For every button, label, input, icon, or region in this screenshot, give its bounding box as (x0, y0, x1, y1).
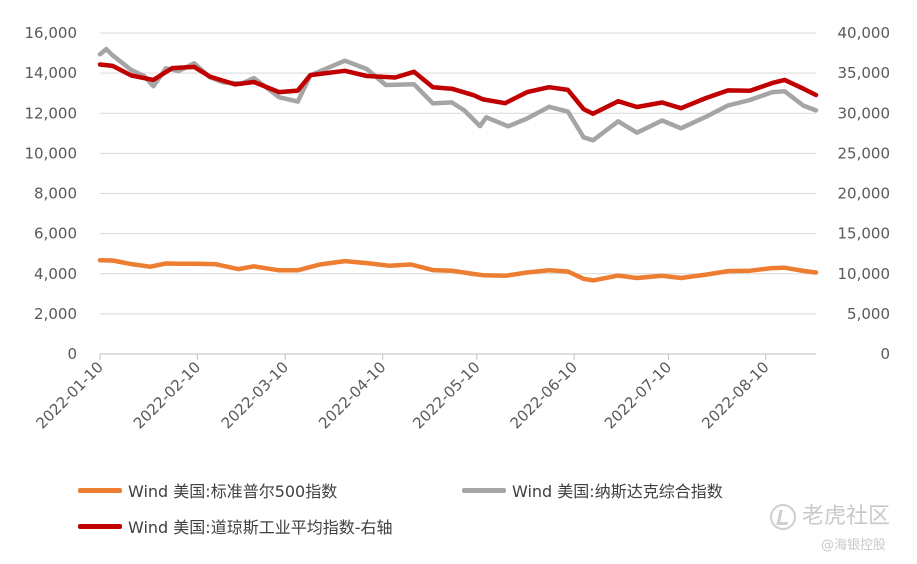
y-left-tick-label: 6,000 (34, 225, 77, 243)
y-right-tick-label: 10,000 (838, 265, 891, 283)
y-right-tick-label: 15,000 (838, 225, 891, 243)
tiger-logo-icon (770, 504, 796, 530)
watermark-brand-text: 老虎社区 (802, 504, 891, 529)
legend-swatch-sp500 (78, 487, 122, 493)
x-tick-label: 2022-05-10 (409, 358, 483, 432)
x-tick-label: 2022-06-10 (507, 358, 581, 432)
legend-item-dow: Wind 美国:道琼斯工业平均指数-右轴 (78, 514, 392, 538)
left-y-axis-ticks: 0 2,000 4,000 6,000 8,000 10,000 12,000 14,000 1… (25, 24, 78, 363)
right-y-axis-ticks: 0 5,000 10,000 15,000 20,000 25,000 30,000 35,0… (838, 24, 891, 363)
x-tick-label: 2022-04-10 (315, 358, 389, 432)
y-right-tick-label: 30,000 (838, 104, 891, 122)
legend-label-nasdaq: Wind 美国:纳斯达克综合指数 (512, 482, 723, 501)
y-right-tick-label: 0 (880, 345, 890, 363)
y-left-tick-label: 2,000 (34, 305, 77, 323)
y-left-tick-label: 14,000 (25, 64, 78, 82)
y-left-tick-label: 8,000 (34, 185, 77, 203)
x-tick-label: 2022-01-10 (32, 358, 106, 432)
y-left-tick-label: 12,000 (25, 104, 78, 122)
y-right-tick-label: 20,000 (838, 185, 891, 203)
x-tick-label: 2022-03-10 (218, 358, 292, 432)
series-line-dow (97, 62, 819, 117)
legend-item-nasdaq: Wind 美国:纳斯达克综合指数 (462, 478, 723, 502)
legend-swatch-nasdaq (462, 487, 506, 493)
y-left-tick-label: 16,000 (25, 24, 78, 42)
legend-label-dow: Wind 美国:道琼斯工业平均指数-右轴 (128, 518, 393, 537)
legend-label-sp500: Wind 美国:标准普尔500指数 (128, 482, 338, 501)
y-right-tick-label: 35,000 (838, 64, 891, 82)
series-lines (97, 46, 819, 283)
y-right-tick-label: 25,000 (838, 144, 891, 162)
legend-swatch-dow (78, 523, 122, 529)
x-tick-label: 2022-08-10 (698, 358, 772, 432)
y-left-tick-label: 10,000 (25, 144, 78, 162)
series-line-nasdaq (97, 46, 819, 143)
series-line-sp500 (97, 258, 819, 283)
legend-item-sp500: Wind 美国:标准普尔500指数 (78, 478, 337, 502)
x-tick-label: 2022-02-10 (130, 358, 204, 432)
y-left-tick-label: 0 (67, 345, 77, 363)
watermark-brand: 老虎社区 (770, 498, 890, 530)
watermark-handle: @海银控股 (821, 538, 887, 553)
x-tick-label: 2022-07-10 (601, 358, 675, 432)
y-right-tick-label: 5,000 (847, 305, 890, 323)
x-axis-ticks: 2022-01-10 2022-02-10 2022-03-10 2022-04-10… (32, 354, 773, 432)
gridlines (100, 32, 816, 315)
y-right-tick-label: 40,000 (838, 24, 891, 42)
y-left-tick-label: 4,000 (34, 265, 77, 283)
